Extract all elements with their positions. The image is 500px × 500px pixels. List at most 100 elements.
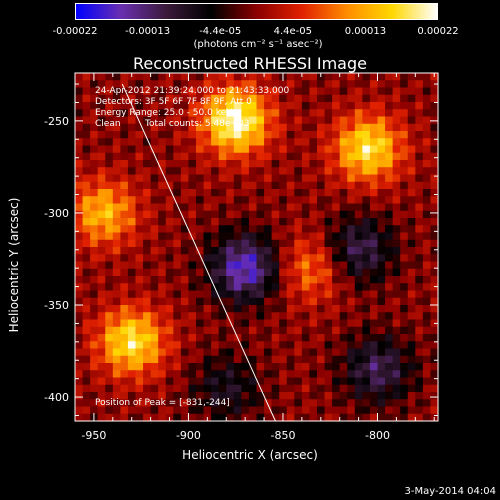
heatmap-cell [112,73,121,81]
heatmap-cell [369,312,379,321]
heatmap-cell [188,80,197,89]
heatmap-cell [347,196,356,205]
heatmap-cell [150,377,159,386]
heatmap-cell [248,196,258,205]
heatmap-cell [218,363,227,371]
heatmap-cell [188,138,197,147]
heatmap-cell [339,109,348,118]
heatmap-cell [173,167,182,176]
heatmap-cell [347,102,356,110]
heatmap-cell [82,290,91,299]
heatmap-cell [309,384,318,393]
heatmap-cell [226,109,235,118]
heatmap-cell [309,399,318,408]
heatmap-cell [226,384,235,393]
heatmap-cell [407,297,416,306]
heatmap-cell [264,102,273,110]
heatmap-cell [400,218,409,226]
heatmap-cell [97,254,106,263]
heatmap-cell [309,334,318,342]
heatmap-cell [188,399,197,408]
heatmap-cell [180,297,190,306]
heatmap-cell [112,305,121,313]
heatmap-cell [127,283,137,292]
heatmap-cell [135,363,144,371]
heatmap-cell [301,341,311,350]
heatmap-cell [362,319,371,328]
heatmap-cell [294,174,303,183]
heatmap-cell [271,268,280,277]
heatmap-cell [97,399,106,408]
y-axis-label: Heliocentric Y (arcsec) [7,197,21,333]
heatmap-cell [150,326,159,335]
heatmap-cell [233,116,242,125]
heatmap-cell [301,232,311,241]
heatmap-cell [377,261,386,270]
heatmap-cell [105,261,114,270]
heatmap-cell [150,131,159,139]
heatmap-cell [415,174,424,183]
heatmap-cell [105,218,114,226]
heatmap-cell [105,384,114,393]
heatmap-cell [218,225,227,234]
heatmap-cell [422,87,432,96]
heatmap-cell [135,131,144,139]
heatmap-cell [400,261,409,270]
heatmap-cell [392,283,401,292]
heatmap-cell [75,167,84,176]
heatmap-cell [422,370,432,379]
heatmap-cell [241,377,250,386]
heatmap-cell [430,326,439,335]
heatmap-cell [385,167,394,176]
heatmap-cell [135,283,144,292]
heatmap-cell [158,210,167,219]
heatmap-cell [97,102,106,110]
heatmap-cell [233,276,242,284]
heatmap-cell [362,218,371,226]
heatmap-cell [400,377,409,386]
heatmap-cell [392,363,401,371]
heatmap-cell [120,319,129,328]
heatmap-cell [90,297,99,306]
heatmap-cell [309,297,318,306]
heatmap-cell [105,94,114,103]
heatmap-cell [135,174,144,183]
heatmap-cell [203,94,212,103]
heatmap-cell [400,73,409,81]
heatmap-cell [173,109,182,118]
heatmap-cell [90,348,99,357]
heatmap-cell [75,94,84,103]
heatmap-cell [256,87,265,96]
heatmap-cell [271,305,280,313]
heatmap-cell [392,326,401,335]
heatmap-cell [430,363,439,371]
heatmap-cell [347,355,356,364]
heatmap-cell [392,377,401,386]
heatmap-cell [407,312,416,321]
heatmap-cell [385,203,394,212]
heatmap-cell [90,326,99,335]
heatmap-cell [301,254,311,263]
heatmap-cell [415,102,424,110]
heatmap-cell [173,116,182,125]
heatmap-cell [203,196,212,205]
heatmap-cell [196,413,205,422]
heatmap-cell [324,203,333,212]
heatmap-cell [332,131,341,139]
heatmap-cell [279,377,288,386]
heatmap-cell [248,218,258,226]
heatmap-cell [105,73,114,81]
heatmap-cell [392,138,401,147]
heatmap-cell [173,145,182,154]
heatmap-cell [301,326,311,335]
heatmap-cell [158,261,167,270]
heatmap-cell [90,305,99,313]
heatmap-cell [369,363,379,371]
heatmap-cell [90,290,99,299]
heatmap-cell [180,268,190,277]
heatmap-cell [226,377,235,386]
heatmap-cell [90,370,99,379]
heatmap-cell [400,138,409,147]
heatmap-cell [248,73,258,81]
heatmap-cell [369,123,379,132]
